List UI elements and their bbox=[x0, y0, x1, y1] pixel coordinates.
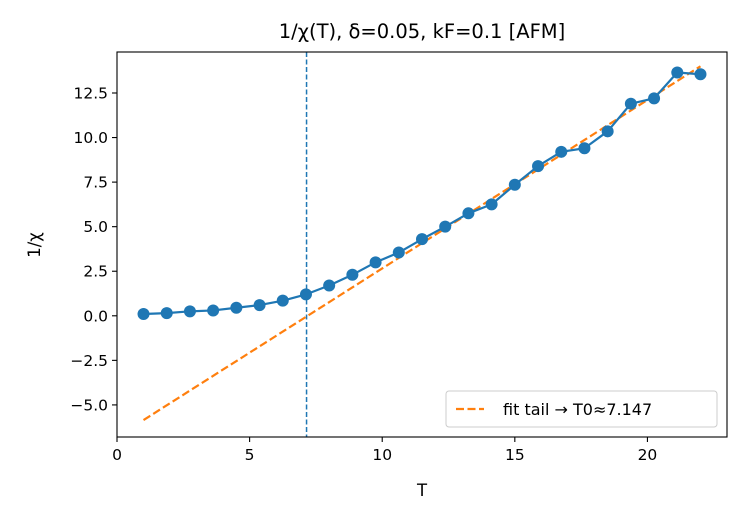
legend-box bbox=[445, 390, 718, 428]
chart-title: 1/χ(T), δ=0.05, kF=0.1 [AFM] bbox=[279, 20, 566, 43]
data-point bbox=[439, 220, 452, 233]
data-point bbox=[230, 301, 243, 314]
plot-area: 0 5 10 15 20 −5.0 −2.5 0.0 2.5 5.0 7.5 10.0 12.5 bbox=[70, 51, 728, 464]
data-point bbox=[462, 207, 475, 220]
x-tick-label: 5 bbox=[245, 446, 255, 464]
legend: fit tail → T0≈7.147 bbox=[445, 390, 718, 428]
data-line bbox=[143, 71, 701, 316]
y-tick-label: 0.0 bbox=[83, 307, 108, 325]
data-point bbox=[508, 178, 521, 191]
y-tick-label: 12.5 bbox=[73, 84, 108, 102]
x-tick-label: 15 bbox=[505, 446, 525, 464]
data-point bbox=[694, 68, 707, 81]
data-point bbox=[555, 145, 568, 158]
legend-label: fit tail → T0≈7.147 bbox=[503, 400, 652, 419]
axes-frame bbox=[116, 51, 728, 438]
data-point bbox=[137, 308, 150, 321]
data-point bbox=[532, 160, 545, 173]
x-tick-label: 0 bbox=[112, 446, 122, 464]
plot-content bbox=[137, 52, 707, 437]
data-point bbox=[601, 125, 614, 138]
y-tick-label: 5.0 bbox=[83, 218, 108, 236]
data-point bbox=[323, 279, 336, 292]
data-point bbox=[207, 304, 220, 317]
y-tick-label: 10.0 bbox=[73, 129, 108, 147]
data-point bbox=[299, 288, 312, 301]
data-point bbox=[648, 92, 661, 105]
data-point bbox=[485, 198, 498, 211]
y-tick-label: 7.5 bbox=[83, 174, 108, 192]
data-point bbox=[671, 66, 684, 79]
data-point bbox=[346, 268, 359, 281]
data-point bbox=[276, 294, 289, 307]
x-tick-label: 20 bbox=[638, 446, 658, 464]
data-point bbox=[578, 142, 591, 155]
y-tick-label: −2.5 bbox=[70, 352, 108, 370]
data-point bbox=[624, 97, 637, 110]
x-tick-label: 10 bbox=[372, 446, 392, 464]
data-point bbox=[253, 299, 266, 312]
y-axis-title: 1/χ bbox=[25, 232, 44, 258]
data-point bbox=[392, 246, 405, 259]
y-tick-label: 2.5 bbox=[83, 263, 108, 281]
y-tick-label: −5.0 bbox=[70, 396, 108, 414]
data-point bbox=[369, 256, 382, 269]
x-axis-title: T bbox=[416, 481, 428, 500]
data-point bbox=[160, 307, 173, 320]
data-point bbox=[416, 233, 428, 246]
data-point bbox=[183, 305, 196, 318]
